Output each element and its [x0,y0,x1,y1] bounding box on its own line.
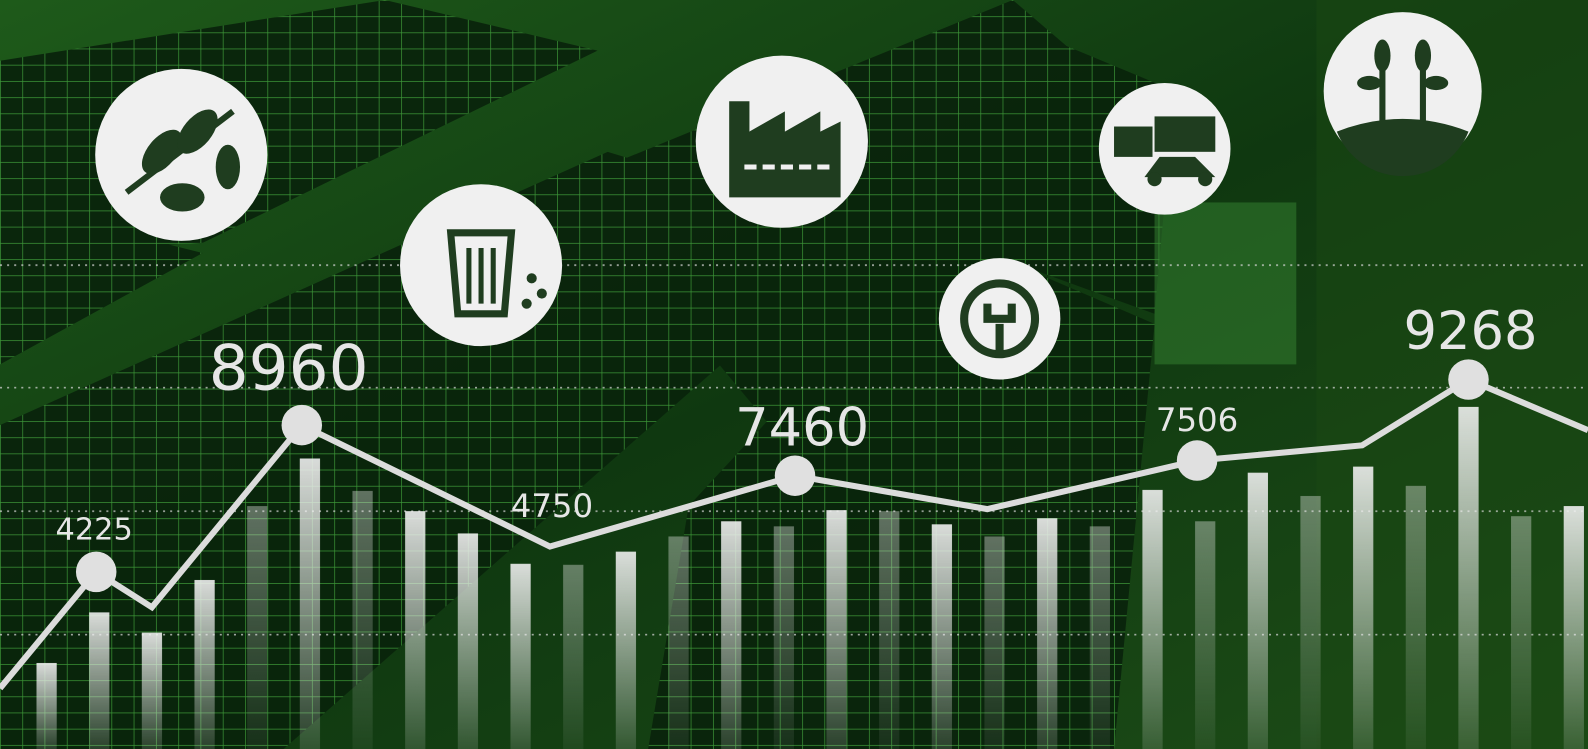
icons [95,12,1482,380]
bar [1037,518,1058,749]
factory-icon [695,55,868,228]
bar [879,511,900,749]
leaf-icon [95,68,268,241]
bar [668,536,689,749]
points [75,359,1489,593]
bar [1458,406,1479,749]
bar [36,662,57,749]
value-labels: 4225 8960 4750 7460 7506 9268 [56,301,1538,547]
bar [299,458,321,749]
bar [1300,495,1321,749]
value-label: 4750 [511,487,593,525]
value-label: 9268 [1404,301,1538,362]
plug-icon [938,258,1061,380]
value-label: 4225 [56,512,133,547]
plants-icon [1323,12,1482,177]
bar [194,579,215,749]
bar [89,612,110,749]
bar [615,551,637,749]
bars [36,406,1584,749]
bar [931,524,952,749]
bar [773,526,794,749]
bar [141,632,163,749]
bar [1195,521,1216,749]
trash-icon [400,184,563,347]
vehicles-icon [1098,82,1231,215]
bar [1247,472,1268,749]
value-label: 7460 [735,397,869,458]
bar [1563,506,1584,749]
bar [1405,485,1426,749]
bar [1089,526,1110,749]
bar [510,563,531,749]
bar [1511,516,1532,749]
bar [721,521,742,749]
bar [405,511,426,749]
bar [352,490,373,749]
bar [826,510,847,749]
value-label: 7506 [1156,401,1238,439]
bar [457,533,479,749]
bar [563,564,584,749]
value-label: 8960 [209,332,369,405]
bar [984,536,1005,749]
bar [247,506,268,749]
bar [1353,466,1374,749]
bar [1142,489,1163,749]
